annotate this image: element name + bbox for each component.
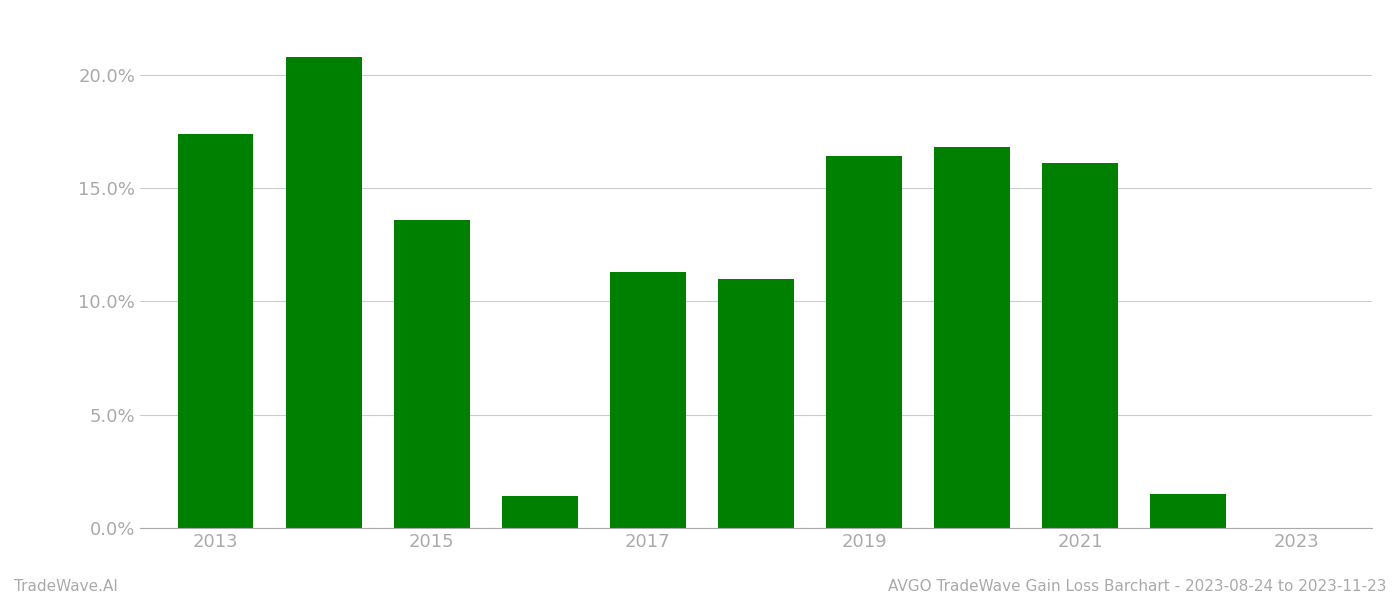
Bar <box>393 220 469 528</box>
Bar <box>610 272 686 528</box>
Bar <box>934 147 1009 528</box>
Bar <box>1151 494 1226 528</box>
Bar <box>1043 163 1119 528</box>
Bar <box>826 156 902 528</box>
Text: TradeWave.AI: TradeWave.AI <box>14 579 118 594</box>
Text: AVGO TradeWave Gain Loss Barchart - 2023-08-24 to 2023-11-23: AVGO TradeWave Gain Loss Barchart - 2023… <box>888 579 1386 594</box>
Bar <box>286 56 361 528</box>
Bar <box>503 496 578 528</box>
Bar <box>718 278 794 528</box>
Bar <box>178 134 253 528</box>
